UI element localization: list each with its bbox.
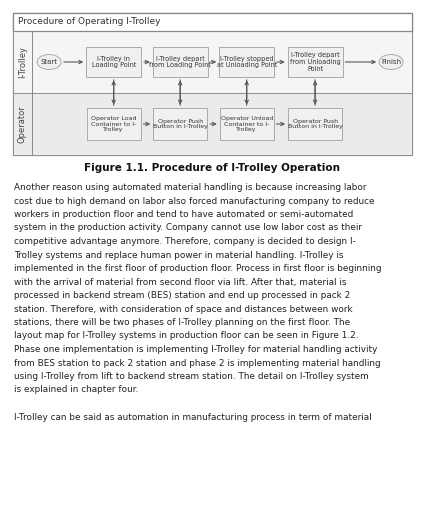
Text: using I-Trolley from lift to backend stream station. The detail on I-Trolley sys: using I-Trolley from lift to backend str…	[14, 372, 369, 381]
Text: I-Trolley depart
from Unloading
Point: I-Trolley depart from Unloading Point	[290, 52, 340, 72]
Text: workers in production floor and tend to have automated or semi-automated: workers in production floor and tend to …	[14, 210, 353, 219]
Text: with the arrival of material from second floor via lift. After that, material is: with the arrival of material from second…	[14, 278, 346, 286]
Bar	[13, 13, 412, 155]
Bar	[13, 13, 412, 31]
Text: I-Trolley in
Loading Point: I-Trolley in Loading Point	[91, 55, 136, 68]
Text: stations, there will be two phases of I-Trolley planning on the first floor. The: stations, there will be two phases of I-…	[14, 318, 350, 327]
Text: from BES station to pack 2 station and phase 2 is implementing material handling: from BES station to pack 2 station and p…	[14, 358, 381, 368]
Text: I-Trolley depart
from Loading Point: I-Trolley depart from Loading Point	[149, 55, 211, 68]
Bar	[220, 108, 274, 140]
Text: Operator Push
Button in I-Trolley: Operator Push Button in I-Trolley	[153, 118, 208, 129]
Text: station. Therefore, with consideration of space and distances between work: station. Therefore, with consideration o…	[14, 305, 353, 313]
Text: Another reason using automated material handling is because increasing labor: Another reason using automated material …	[14, 183, 366, 192]
Text: Phase one implementation is implementing I-Trolley for material handling activit: Phase one implementation is implementing…	[14, 345, 377, 354]
Text: competitive advantage anymore. Therefore, company is decided to design I-: competitive advantage anymore. Therefore…	[14, 237, 356, 246]
Text: Operator Load
Container to I-
Trolley: Operator Load Container to I- Trolley	[91, 116, 136, 132]
Text: Operator: Operator	[18, 105, 27, 143]
Text: Procedure of Operating I-Trolley: Procedure of Operating I-Trolley	[18, 18, 161, 26]
Bar	[87, 108, 141, 140]
Bar	[153, 108, 207, 140]
Text: is explained in chapter four.: is explained in chapter four.	[14, 386, 138, 394]
Bar	[86, 47, 141, 77]
Text: layout map for I-Trolley systems in production floor can be seen in Figure 1.2.: layout map for I-Trolley systems in prod…	[14, 331, 359, 341]
Bar	[13, 31, 412, 93]
Text: Figure 1.1. Procedure of I-Trolley Operation: Figure 1.1. Procedure of I-Trolley Opera…	[85, 163, 340, 173]
Ellipse shape	[379, 54, 403, 69]
Text: system in the production activity. Company cannot use low labor cost as their: system in the production activity. Compa…	[14, 223, 362, 233]
Text: Finish: Finish	[381, 59, 401, 65]
Bar	[288, 108, 342, 140]
Text: I-Trolley can be said as automation in manufacturing process in term of material: I-Trolley can be said as automation in m…	[14, 413, 371, 421]
Bar	[288, 47, 343, 77]
Text: I-Trolley: I-Trolley	[18, 46, 27, 78]
Text: Operator Push
Button in I-Trolley: Operator Push Button in I-Trolley	[288, 118, 343, 129]
Text: Start: Start	[41, 59, 58, 65]
Bar	[13, 93, 412, 155]
Text: processed in backend stream (BES) station and end up processed in pack 2: processed in backend stream (BES) statio…	[14, 291, 350, 300]
Text: implemented in the first floor of production floor. Process in first floor is be: implemented in the first floor of produc…	[14, 264, 382, 273]
Ellipse shape	[37, 54, 61, 69]
Text: cost due to high demand on labor also forced manufacturing company to reduce: cost due to high demand on labor also fo…	[14, 196, 374, 205]
Bar	[153, 47, 208, 77]
Text: I-Trolley stopped
at Unloading Point: I-Trolley stopped at Unloading Point	[216, 55, 277, 68]
Text: Operator Unload
Container to I-
Trolley: Operator Unload Container to I- Trolley	[221, 116, 273, 132]
Bar	[219, 47, 274, 77]
Text: Trolley systems and replace human power in material handling. I-Trolley is: Trolley systems and replace human power …	[14, 251, 343, 260]
